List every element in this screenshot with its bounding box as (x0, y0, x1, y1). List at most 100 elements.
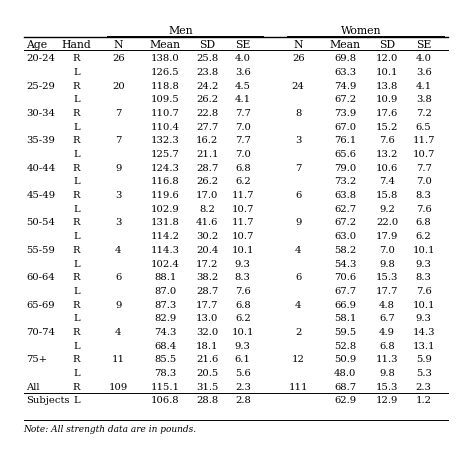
Text: 17.7: 17.7 (196, 300, 219, 309)
Text: 11.7: 11.7 (231, 218, 254, 227)
Text: 22.8: 22.8 (196, 109, 219, 118)
Text: 58.2: 58.2 (334, 245, 356, 254)
Text: 6: 6 (115, 273, 121, 281)
Text: 119.6: 119.6 (151, 190, 180, 200)
Text: 6.8: 6.8 (235, 163, 251, 172)
Text: R: R (73, 109, 80, 118)
Text: L: L (73, 177, 80, 186)
Text: N: N (293, 40, 303, 50)
Text: 10.1: 10.1 (412, 300, 435, 309)
Text: 24: 24 (292, 81, 305, 90)
Text: 102.9: 102.9 (151, 204, 180, 213)
Text: 28.7: 28.7 (196, 286, 219, 295)
Text: R: R (73, 218, 80, 227)
Text: 4.8: 4.8 (379, 300, 395, 309)
Text: SD: SD (199, 40, 215, 50)
Text: L: L (73, 368, 80, 377)
Text: 102.4: 102.4 (151, 259, 180, 268)
Text: Women: Women (341, 26, 381, 36)
Text: 9.3: 9.3 (235, 259, 251, 268)
Text: 20.4: 20.4 (196, 245, 219, 254)
Text: 17.9: 17.9 (376, 232, 398, 241)
Text: 9.8: 9.8 (379, 259, 395, 268)
Text: 10.9: 10.9 (376, 95, 398, 104)
Text: 8.2: 8.2 (199, 204, 215, 213)
Text: 32.0: 32.0 (196, 327, 219, 336)
Text: 50.9: 50.9 (334, 354, 356, 364)
Text: 76.1: 76.1 (334, 136, 356, 145)
Text: 7.4: 7.4 (379, 177, 395, 186)
Text: 7.0: 7.0 (379, 245, 395, 254)
Text: 40-44: 40-44 (26, 163, 55, 172)
Text: 3: 3 (295, 136, 301, 145)
Text: 7.6: 7.6 (235, 286, 251, 295)
Text: 10.1: 10.1 (376, 67, 398, 77)
Text: 9.3: 9.3 (416, 313, 432, 323)
Text: 6.8: 6.8 (416, 218, 432, 227)
Text: 9.8: 9.8 (379, 368, 395, 377)
Text: Subjects: Subjects (26, 396, 70, 404)
Text: 54.3: 54.3 (334, 259, 356, 268)
Text: 7: 7 (115, 109, 121, 118)
Text: SD: SD (379, 40, 395, 50)
Text: 10.1: 10.1 (231, 245, 254, 254)
Text: 7.0: 7.0 (416, 177, 432, 186)
Text: 62.9: 62.9 (334, 396, 356, 404)
Text: 8.3: 8.3 (416, 190, 432, 200)
Text: 6.8: 6.8 (379, 341, 395, 350)
Text: R: R (73, 190, 80, 200)
Text: 8.3: 8.3 (235, 273, 251, 281)
Text: L: L (73, 232, 80, 241)
Text: 13.1: 13.1 (412, 341, 435, 350)
Text: 26: 26 (112, 54, 125, 63)
Text: 14.3: 14.3 (412, 327, 435, 336)
Text: 22.0: 22.0 (376, 218, 398, 227)
Text: 4.5: 4.5 (235, 81, 251, 90)
Text: 110.4: 110.4 (151, 123, 180, 131)
Text: 13.0: 13.0 (196, 313, 219, 323)
Text: 35-39: 35-39 (26, 136, 55, 145)
Text: 48.0: 48.0 (334, 368, 356, 377)
Text: 125.7: 125.7 (151, 150, 180, 159)
Text: 63.0: 63.0 (334, 232, 356, 241)
Text: 63.3: 63.3 (334, 67, 356, 77)
Text: 20: 20 (112, 81, 125, 90)
Text: SE: SE (416, 40, 431, 50)
Text: Mean: Mean (330, 40, 361, 50)
Text: 31.5: 31.5 (196, 382, 219, 391)
Text: 124.3: 124.3 (151, 163, 180, 172)
Text: 62.7: 62.7 (334, 204, 356, 213)
Text: 59.5: 59.5 (334, 327, 356, 336)
Text: 15.3: 15.3 (376, 273, 398, 281)
Text: 6.8: 6.8 (235, 300, 251, 309)
Text: 70-74: 70-74 (26, 327, 55, 336)
Text: 6.2: 6.2 (235, 313, 251, 323)
Text: 2: 2 (295, 327, 301, 336)
Text: 17.7: 17.7 (376, 286, 398, 295)
Text: L: L (73, 396, 80, 404)
Text: 9: 9 (115, 163, 121, 172)
Text: 15.3: 15.3 (376, 382, 398, 391)
Text: 4.9: 4.9 (379, 327, 395, 336)
Text: 131.8: 131.8 (151, 218, 180, 227)
Text: SE: SE (235, 40, 250, 50)
Text: 28.7: 28.7 (196, 163, 219, 172)
Text: 11.7: 11.7 (412, 136, 435, 145)
Text: 67.0: 67.0 (334, 123, 356, 131)
Text: 115.1: 115.1 (151, 382, 180, 391)
Text: L: L (73, 259, 80, 268)
Text: 75+: 75+ (26, 354, 47, 364)
Text: 74.3: 74.3 (154, 327, 176, 336)
Text: 87.0: 87.0 (154, 286, 176, 295)
Text: 7: 7 (115, 136, 121, 145)
Text: 63.8: 63.8 (334, 190, 356, 200)
Text: 15.8: 15.8 (376, 190, 398, 200)
Text: 11: 11 (112, 354, 125, 364)
Text: R: R (73, 81, 80, 90)
Text: 11.3: 11.3 (376, 354, 398, 364)
Text: 4: 4 (295, 245, 301, 254)
Text: Hand: Hand (62, 40, 91, 50)
Text: R: R (73, 273, 80, 281)
Text: 69.8: 69.8 (334, 54, 356, 63)
Text: 25.8: 25.8 (196, 54, 219, 63)
